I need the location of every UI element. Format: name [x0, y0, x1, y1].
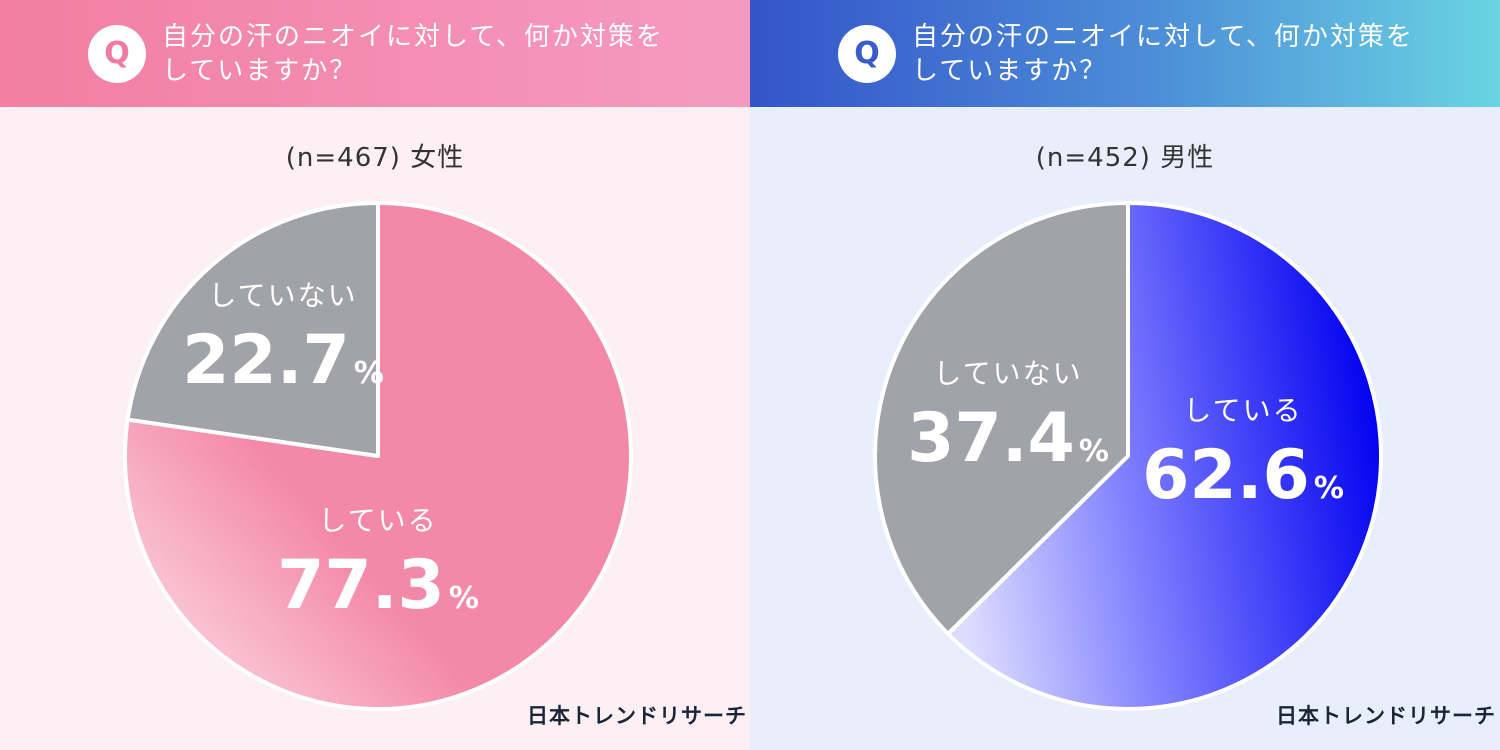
female-panel: Q 自分の汗のニオイに対して、何か対策を していますか？ (n=467) 女性 …: [0, 0, 750, 750]
slice-category-label: していない: [208, 279, 357, 312]
question-text: 自分の汗のニオイに対して、何か対策を していますか？: [162, 20, 722, 88]
slice-category-label: している: [1183, 394, 1302, 427]
slice-category-label: している: [318, 504, 437, 537]
pie-slice-no: [125, 201, 380, 458]
sample-size-label: (n=452) 男性: [1035, 143, 1215, 173]
brand-logo: 日本トレンドリサーチ: [527, 704, 747, 728]
sample-size-label: (n=467) 女性: [285, 143, 465, 173]
question-line-1: 自分の汗のニオイに対して、何か対策を: [912, 22, 1414, 52]
question-badge: Q: [838, 25, 896, 83]
question-header: Q 自分の汗のニオイに対して、何か対策を していますか？: [750, 0, 1500, 107]
question-line-1: 自分の汗のニオイに対して、何か対策を: [162, 22, 664, 52]
question-line-2: していますか？: [912, 56, 1108, 86]
question-text: 自分の汗のニオイに対して、何か対策を していますか？: [912, 20, 1472, 88]
female-pie-chart: している 77.3 % していない 22.7%: [123, 201, 633, 711]
question-header: Q 自分の汗のニオイに対して、何か対策を していますか？: [0, 0, 750, 107]
question-line-2: していますか？: [162, 56, 358, 86]
male-panel: Q 自分の汗のニオイに対して、何か対策を していますか？ (n=452) 男性 …: [750, 0, 1500, 750]
pie-slice-yes: [945, 201, 1383, 711]
male-pie-chart: している 62.6 % していない 37.4%: [873, 201, 1383, 711]
slice-value-label: 37.4%: [907, 399, 1109, 478]
question-badge: Q: [88, 25, 146, 83]
slice-value-label: 62.6%: [1142, 436, 1344, 515]
brand-logo: 日本トレンドリサーチ: [1276, 704, 1496, 728]
slice-category-label: していない: [933, 357, 1082, 390]
pie-slice-no: [873, 201, 1130, 636]
slice-value-label: 77.3%: [277, 546, 479, 625]
slice-value-label: 22.7%: [182, 321, 384, 400]
